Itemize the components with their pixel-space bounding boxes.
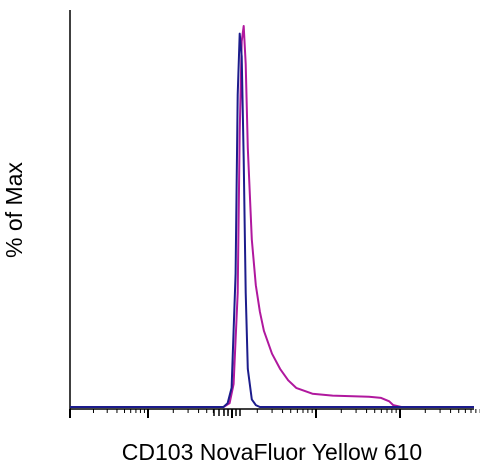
series-layer: [70, 25, 474, 408]
plot-frame: [69, 10, 474, 410]
y-axis-label: % of Max: [1, 162, 27, 258]
series-line-0: [70, 25, 474, 408]
x-axis-ticks: [69, 409, 480, 418]
x-axis-label: CD103 NovaFluor Yellow 610: [122, 439, 422, 465]
series-line-1: [70, 32, 474, 408]
